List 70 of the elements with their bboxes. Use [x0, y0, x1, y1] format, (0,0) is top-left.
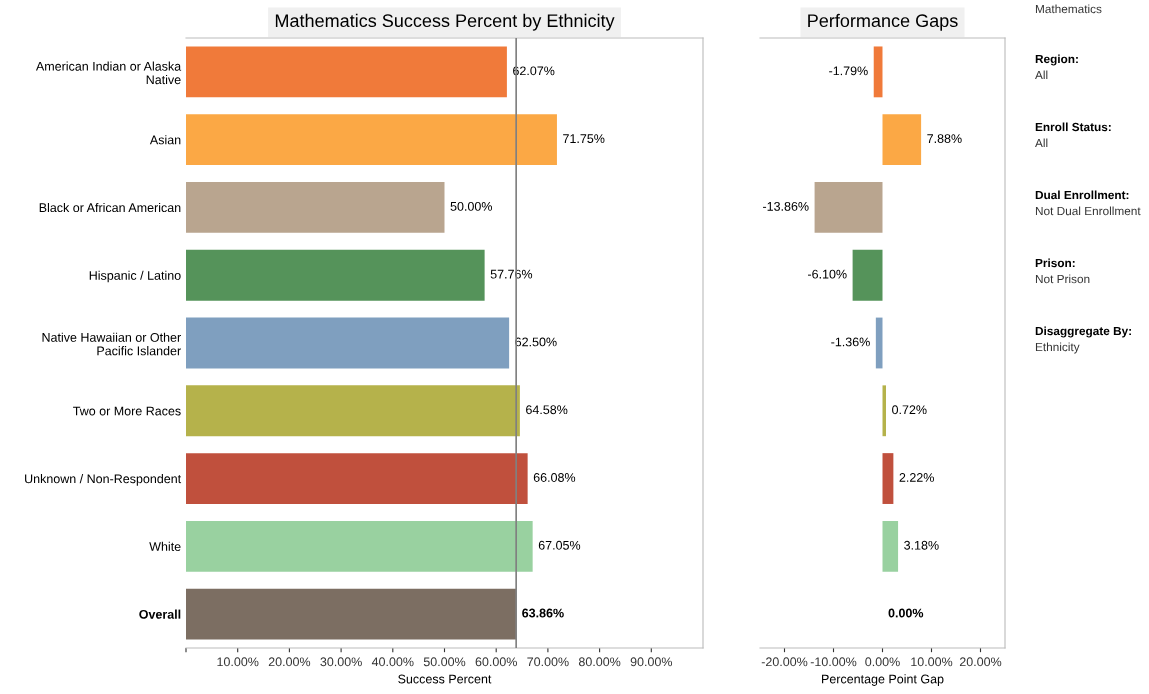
bar	[875, 317, 883, 369]
data-label: 0.72%	[892, 405, 927, 415]
x-tick-label: 0.00%	[865, 657, 900, 667]
data-label: -13.86%	[763, 201, 809, 211]
y-tick-label: Two or More Races	[73, 406, 181, 416]
text: Not Dual Enrollment	[1035, 206, 1141, 216]
bar	[882, 114, 922, 166]
x-tick-label: 20.00%	[268, 657, 311, 667]
data-label: 67.05%	[538, 540, 581, 550]
x-tick-label: 70.00%	[527, 657, 569, 667]
y-tick-label: American Indian or Alaska Native	[35, 61, 182, 85]
bar	[186, 114, 557, 166]
text: All	[1035, 70, 1048, 80]
text: Not Prison	[1035, 274, 1090, 284]
data-label: 50.00%	[450, 201, 493, 211]
y-tick-label: Hispanic / Latino	[89, 270, 181, 283]
bar	[186, 46, 507, 98]
y-tick-label: Native Hawaiian or Other Pacific Islander	[42, 332, 181, 356]
data-label: 71.75%	[563, 134, 605, 144]
bar	[186, 317, 510, 369]
x-tick-label: 30.00%	[320, 657, 362, 667]
data-label: -1.36%	[831, 337, 870, 347]
x-axis-title: Success Percent	[398, 674, 492, 684]
text: All	[1035, 138, 1048, 148]
y-tick-label: White	[149, 541, 181, 551]
chart-title: Mathematics Success Percent by Ethnicity	[275, 13, 615, 31]
y-tick-label: Asian	[149, 135, 181, 145]
data-label: 0.00%	[888, 608, 924, 618]
chart-title: Performance Gaps	[808, 13, 958, 31]
data-label: -1.79%	[829, 66, 868, 76]
x-tick-label: 50.00%	[423, 657, 466, 667]
x-tick-label: 40.00%	[371, 657, 414, 667]
bar	[186, 453, 528, 504]
data-label: 64.58%	[526, 405, 568, 415]
data-label: 2.22%	[899, 473, 934, 482]
data-label: -6.10%	[808, 269, 847, 279]
data-label: 7.88%	[927, 134, 962, 144]
y-tick-label: Unknown / Non-Respondent	[25, 474, 182, 486]
x-tick-label: 90.00%	[630, 657, 673, 667]
data-label: 3.18%	[904, 540, 939, 550]
y-tick-label: Overall	[139, 609, 181, 619]
text: Mathematics	[1035, 4, 1102, 14]
text: Dual Enrollment:	[1035, 190, 1129, 200]
x-tick-label: 20.00%	[959, 657, 1002, 667]
x-tick-label: -20.00%	[761, 657, 808, 667]
bar	[186, 520, 533, 572]
x-tick-label: -10.00%	[810, 657, 857, 667]
x-tick-label: 60.00%	[475, 657, 517, 667]
text: Prison:	[1035, 258, 1075, 268]
bar	[186, 182, 445, 233]
bar	[186, 249, 485, 301]
bar	[882, 453, 894, 504]
text: Region:	[1035, 54, 1078, 66]
text: Disaggregate By:	[1035, 326, 1131, 338]
data-label: 62.07%	[513, 66, 555, 76]
x-tick-label: 80.00%	[578, 657, 621, 667]
bar	[882, 520, 899, 572]
bar	[186, 385, 520, 437]
bar	[186, 588, 517, 640]
data-label: 66.08%	[533, 473, 576, 482]
x-tick-label: 10.00%	[911, 657, 953, 667]
bar	[814, 182, 883, 233]
x-tick-label: 10.00%	[217, 657, 259, 667]
bar	[852, 249, 883, 301]
bar	[873, 46, 883, 98]
data-label: 63.86%	[522, 608, 564, 618]
x-axis-title: Percentage Point Gap	[822, 674, 944, 686]
y-tick-label: Black or African American	[39, 202, 181, 213]
text: Enroll Status:	[1035, 122, 1111, 132]
text: Ethnicity	[1035, 342, 1080, 354]
